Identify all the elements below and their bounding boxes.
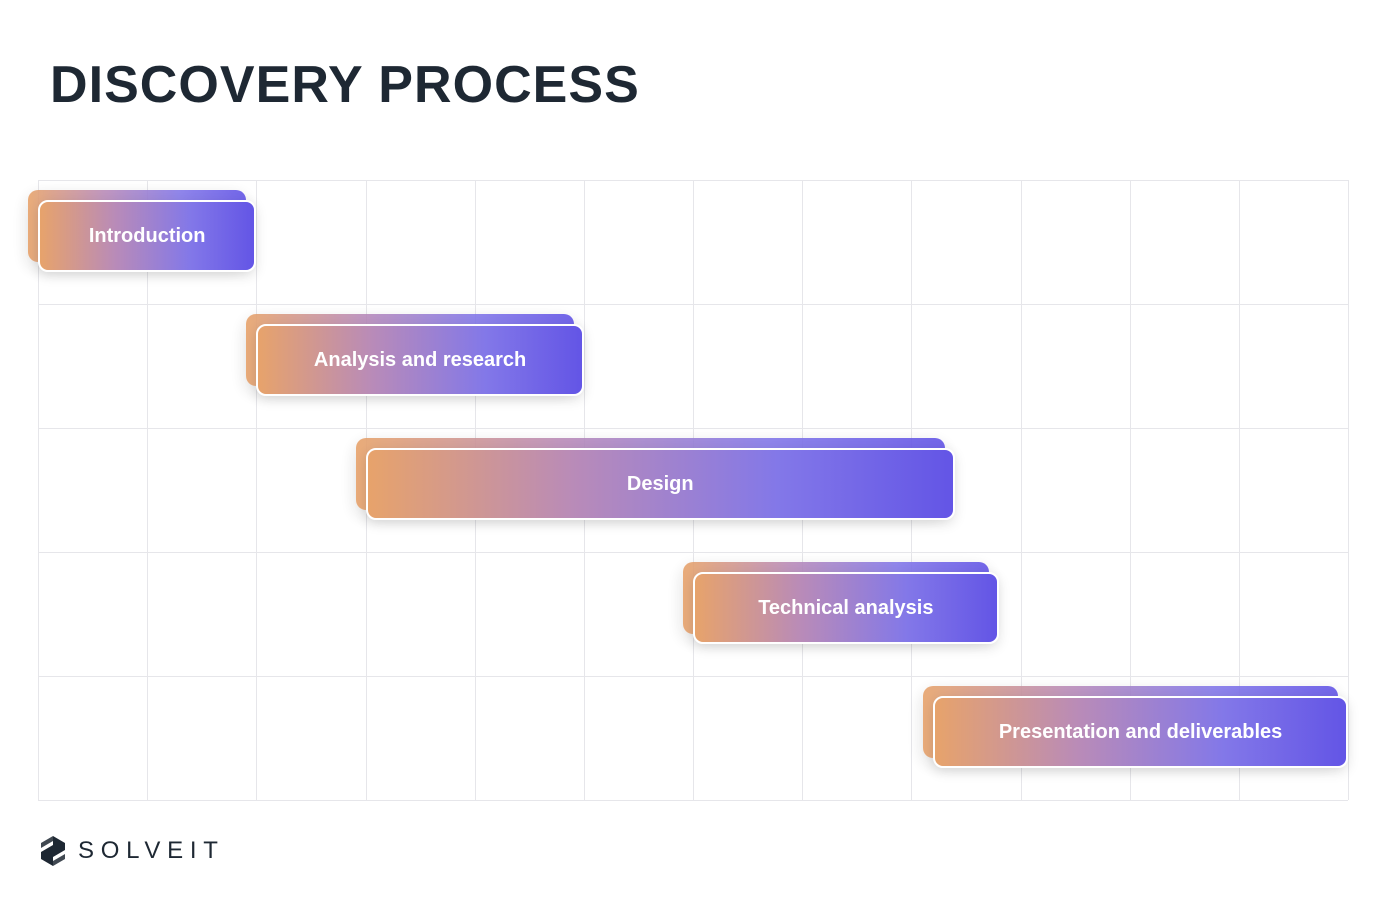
gantt-bar-label: Presentation and deliverables xyxy=(999,721,1282,744)
brand: SOLVEIT xyxy=(40,836,225,866)
gantt-bar-label: Technical analysis xyxy=(758,597,933,620)
gantt-bar: Technical analysis xyxy=(693,572,999,644)
gantt-chart: Introduction Analysis and research Design T… xyxy=(38,180,1348,800)
gantt-bar-front: Technical analysis xyxy=(693,572,999,644)
chart-bars: Introduction Analysis and research Design T… xyxy=(38,180,1348,800)
brand-logo-icon xyxy=(40,836,66,866)
gantt-bar-front: Analysis and research xyxy=(256,324,584,396)
page-title: DISCOVERY PROCESS xyxy=(50,55,1350,115)
gantt-bar: Analysis and research xyxy=(256,324,584,396)
brand-name: SOLVEIT xyxy=(78,837,225,865)
gantt-bar-label: Analysis and research xyxy=(314,349,526,372)
gantt-bar: Presentation and deliverables xyxy=(933,696,1348,768)
gantt-bar-label: Design xyxy=(627,473,694,496)
grid-vline xyxy=(1348,180,1349,800)
gantt-bar-front: Introduction xyxy=(38,200,256,272)
gantt-bar: Introduction xyxy=(38,200,256,272)
grid-hline xyxy=(38,800,1348,801)
page: DISCOVERY PROCESS Introduction Analysis a… xyxy=(0,0,1400,900)
gantt-bar: Design xyxy=(366,448,956,520)
gantt-bar-front: Design xyxy=(366,448,956,520)
gantt-bar-front: Presentation and deliverables xyxy=(933,696,1348,768)
gantt-bar-label: Introduction xyxy=(89,225,206,248)
